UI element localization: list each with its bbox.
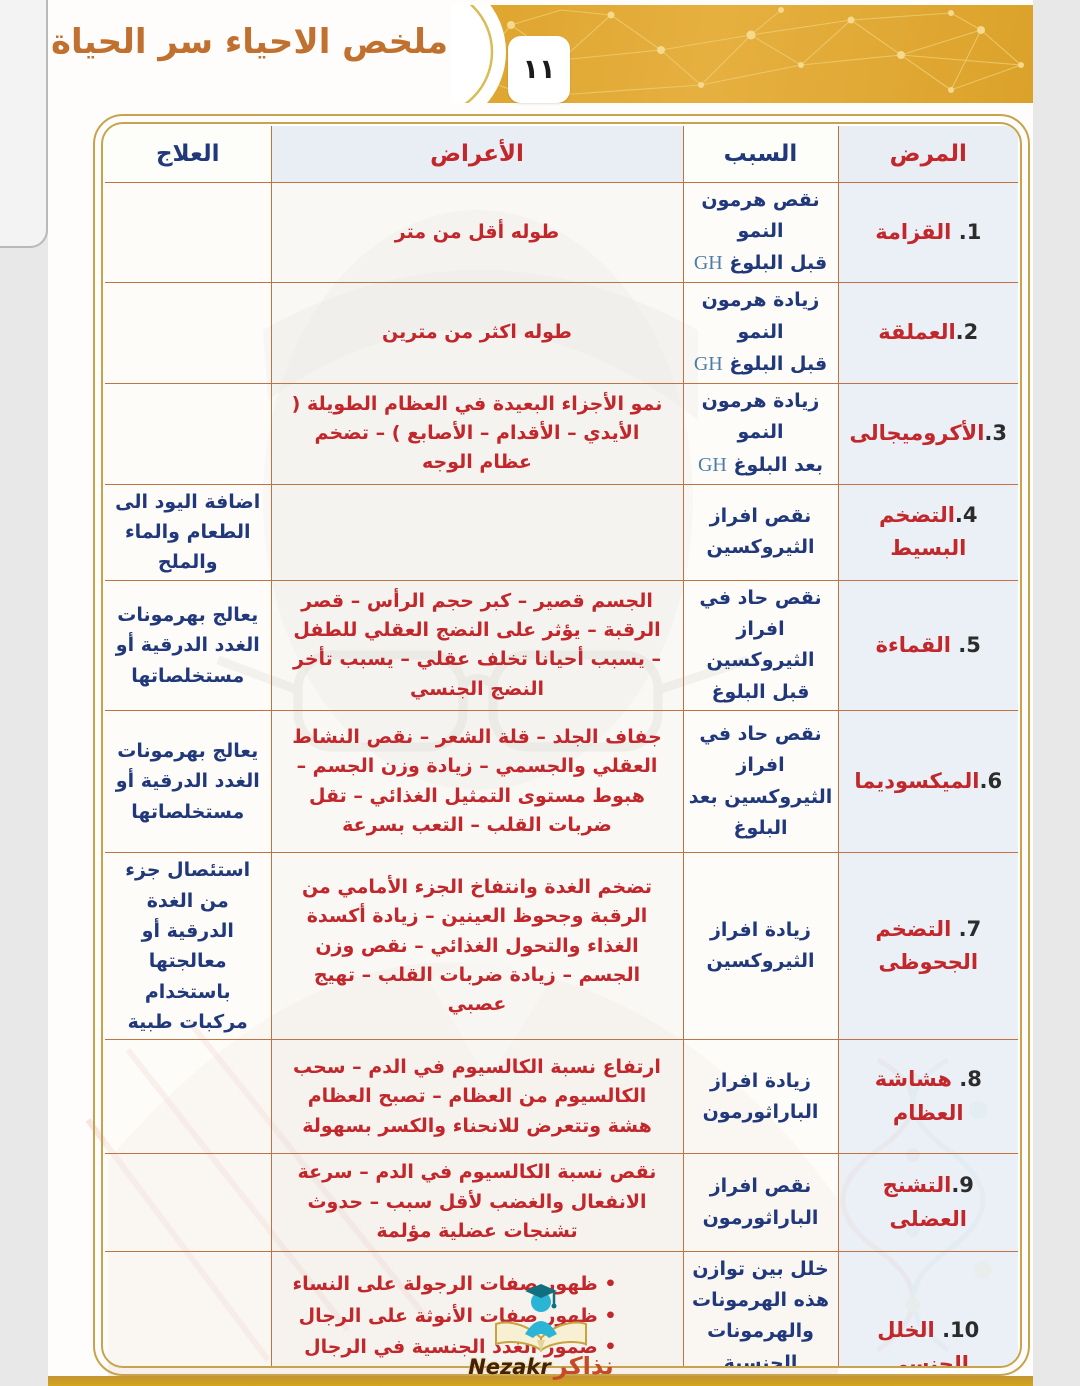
symptoms-cell: تضخم الغدة وانتفاخ الجزء الأمامي من الرق… bbox=[270, 852, 684, 1041]
disease-cell: 1. القزامة bbox=[837, 181, 1019, 284]
table-row: 4.التضخم البسيط نقص افراز الثيروكسين اضا… bbox=[104, 483, 1019, 581]
table-row: 9.التشنج العضلى نقص افراز الباراثورمون ن… bbox=[104, 1153, 1019, 1252]
gh-abbrev: GH bbox=[693, 352, 723, 375]
left-page-edge bbox=[0, 0, 48, 248]
crescent-decoration bbox=[451, 5, 506, 103]
cause-cell: نقص افراز الثيروكسين bbox=[682, 483, 839, 581]
disease-cell: 6.الميكسوديما bbox=[837, 710, 1019, 854]
table-frame: المرض السبب الأعراض العلاج 1. القزامة نق… bbox=[93, 114, 1030, 1376]
table-row: 8. هشاشة العظام زيادة افراز الباراثورمون… bbox=[104, 1039, 1019, 1155]
nezakr-watermark: Nezakr نذاكر bbox=[446, 1278, 636, 1380]
table-row: 3.الأكروميجالى زيادة هرمون النمو بعد البل… bbox=[104, 382, 1019, 485]
cause-cell: خلل بين توازن هذه الهرمونات والهرمونات ا… bbox=[682, 1250, 839, 1366]
cause-cell: زيادة هرمون النمو قبل البلوغ GH bbox=[682, 282, 839, 384]
symptoms-cell: نقص نسبة الكالسيوم في الدم – سرعة الانفع… bbox=[270, 1153, 684, 1252]
cause-cell: زيادة افراز الثيروكسين bbox=[682, 852, 839, 1041]
disease-cell: 3.الأكروميجالى bbox=[837, 382, 1019, 485]
disease-cell: 8. هشاشة العظام bbox=[837, 1039, 1019, 1155]
table-row: 10. الخلل الجنسي خلل بين توازن هذه الهرم… bbox=[104, 1250, 1019, 1366]
symptoms-cell: جفاف الجلد – قلة الشعر – نقص النشاط العق… bbox=[270, 710, 684, 854]
disease-cell: 4.التضخم البسيط bbox=[837, 483, 1019, 581]
treatment-cell: اضافة اليود الى الطعام والماء والملح bbox=[104, 483, 272, 581]
gh-abbrev: GH bbox=[697, 453, 727, 476]
cause-cell: نقص حاد في افراز الثيروكسين قبل البلوغ bbox=[682, 579, 839, 712]
symptoms-cell: نمو الأجزاء البعيدة في العظام الطويلة ( … bbox=[270, 382, 684, 485]
table-row: 1. القزامة نقص هرمون النمو قبل البلوغ GH … bbox=[104, 181, 1019, 284]
symptoms-cell: ارتفاع نسبة الكالسيوم في الدم – سحب الكا… bbox=[270, 1039, 684, 1155]
page-title: ملخص الاحياء سر الحياة bbox=[50, 22, 448, 62]
treatment-cell bbox=[104, 1250, 272, 1366]
treatment-cell bbox=[104, 1039, 272, 1155]
symptoms-cell bbox=[270, 483, 684, 581]
disease-cell: 5. القماءة bbox=[837, 579, 1019, 712]
page-number-badge: ١١ bbox=[508, 36, 570, 103]
col-header-treatment: العلاج bbox=[104, 125, 272, 183]
cause-cell: زيادة هرمون النمو بعد البلوغ GH bbox=[682, 382, 839, 485]
footer-gold-bar bbox=[48, 1376, 1033, 1386]
disease-cell: 9.التشنج العضلى bbox=[837, 1153, 1019, 1252]
cause-cell: نقص افراز الباراثورمون bbox=[682, 1153, 839, 1252]
treatment-cell bbox=[104, 282, 272, 384]
graduate-book-logo-icon bbox=[495, 1284, 587, 1352]
cause-cell: نقص حاد في افراز الثيروكسين بعد البلوغ bbox=[682, 710, 839, 854]
page-number: ١١ bbox=[522, 54, 556, 85]
treatment-cell bbox=[104, 382, 272, 485]
symptoms-cell: الجسم قصير – كبر حجم الرأس – قصر الرقبة … bbox=[270, 579, 684, 712]
table-row: 7. التضخم الجحوظى زيادة افراز الثيروكسين… bbox=[104, 852, 1019, 1041]
cause-cell: نقص هرمون النمو قبل البلوغ GH bbox=[682, 181, 839, 284]
col-header-symptoms: الأعراض bbox=[270, 125, 684, 183]
disease-cell: 10. الخلل الجنسي bbox=[837, 1250, 1019, 1366]
treatment-cell: يعالج بهرمونات الغدد الدرقية أو مستخلصات… bbox=[104, 710, 272, 854]
gh-abbrev: GH bbox=[693, 252, 723, 275]
symptoms-cell: طوله أقل من متر bbox=[270, 181, 684, 284]
symptoms-cell: طوله اكثر من مترين bbox=[270, 282, 684, 384]
document-page: ١١ ملخص الاحياء سر الحياة المرض السبب ال… bbox=[48, 0, 1033, 1386]
cause-cell: زيادة افراز الباراثورمون bbox=[682, 1039, 839, 1155]
treatment-cell: يعالج بهرمونات الغدد الدرقية أو مستخلصات… bbox=[104, 579, 272, 712]
col-header-cause: السبب bbox=[682, 125, 839, 183]
symptoms-cell: • ظهور صفات الرجولة على النساء • ظهور صف… bbox=[270, 1250, 684, 1366]
watermark-name-ar: نذاكر bbox=[553, 1352, 614, 1380]
table-row: 6.الميكسوديما نقص حاد في افراز الثيروكسي… bbox=[104, 710, 1019, 854]
disease-cell: 7. التضخم الجحوظى bbox=[837, 852, 1019, 1041]
treatment-cell: استئصال جزء من الغدة الدرقية أو معالجتها… bbox=[104, 852, 272, 1041]
table-row: 5. القماءة نقص حاد في افراز الثيروكسين ق… bbox=[104, 579, 1019, 712]
disease-table: المرض السبب الأعراض العلاج 1. القزامة نق… bbox=[104, 125, 1019, 1366]
table-row: 2.العملقة زيادة هرمون النمو قبل البلوغ GH… bbox=[104, 282, 1019, 384]
treatment-cell bbox=[104, 181, 272, 284]
col-header-disease: المرض bbox=[837, 125, 1019, 183]
header-row: المرض السبب الأعراض العلاج bbox=[104, 125, 1019, 183]
watermark-name-en: Nezakr bbox=[468, 1355, 551, 1379]
treatment-cell bbox=[104, 1153, 272, 1252]
disease-cell: 2.العملقة bbox=[837, 282, 1019, 384]
